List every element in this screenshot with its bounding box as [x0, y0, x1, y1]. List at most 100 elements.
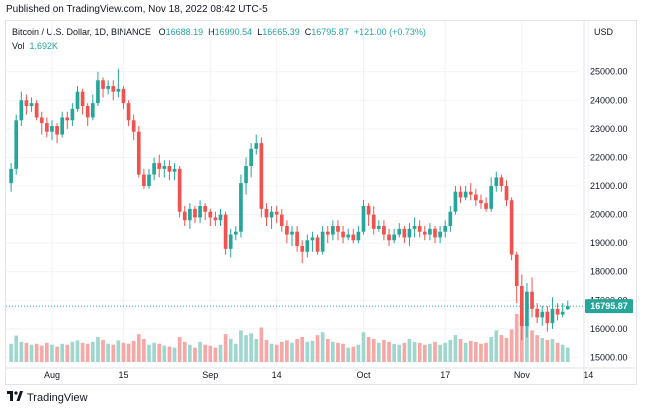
volume-bar	[193, 347, 197, 362]
candle-body	[152, 163, 156, 175]
volume-bar	[96, 337, 100, 362]
candle-body	[162, 166, 167, 169]
candle-body	[474, 194, 478, 201]
candle-body	[535, 308, 539, 318]
symbol-legend[interactable]: Bitcoin / U.S. Dollar, 1D, BINANCE O1668…	[12, 27, 426, 37]
candle-body	[188, 208, 192, 221]
volume-bar	[489, 337, 494, 362]
volume-bar	[479, 343, 483, 362]
volume-bar	[448, 339, 453, 362]
candle-body	[80, 91, 85, 106]
volume-bar	[90, 341, 95, 362]
volume-bar	[70, 341, 75, 362]
tradingview-logo-icon	[7, 391, 23, 404]
candle-body	[233, 231, 238, 235]
volume-bar	[142, 338, 146, 362]
candle-body	[489, 186, 494, 209]
volume-bar	[131, 340, 136, 362]
volume-bar	[387, 341, 391, 362]
volume-bar	[19, 341, 24, 362]
candle-body	[121, 88, 126, 104]
volume-bar	[530, 330, 534, 362]
candle-body	[34, 103, 39, 118]
close-label: C	[304, 27, 312, 37]
volume-bar	[279, 341, 284, 362]
volume-bar	[228, 338, 233, 362]
candle-body	[331, 226, 335, 235]
y-tick-label: 24000.00	[590, 95, 628, 105]
candle-body	[519, 286, 524, 326]
x-tick-label: 14	[583, 370, 593, 380]
volume-bar	[305, 341, 310, 362]
candle-body	[285, 226, 289, 235]
candle-body	[45, 123, 49, 132]
volume-bar	[494, 330, 499, 362]
symbol-name[interactable]: Bitcoin / U.S. Dollar, 1D, BINANCE	[12, 27, 152, 37]
volume-bar	[50, 344, 54, 362]
candle-body	[147, 174, 151, 186]
volume-bar	[376, 342, 381, 362]
volume-bar	[147, 344, 151, 362]
volume-bar	[468, 340, 473, 362]
volume-bar	[417, 342, 422, 362]
volume-bar	[433, 341, 437, 362]
volume-bar	[509, 329, 514, 362]
low-value: 16665.39	[262, 27, 300, 37]
volume-bar	[366, 337, 371, 362]
candle-body	[540, 311, 545, 318]
candle-body	[203, 206, 208, 212]
volume-bar	[121, 342, 126, 362]
candle-body	[453, 191, 458, 212]
volume-bar	[453, 335, 458, 362]
y-tick-label: 22000.00	[590, 152, 628, 162]
brand-name: TradingView	[27, 391, 88, 404]
volume-label: Vol	[12, 41, 25, 51]
y-tick-label: 19000.00	[590, 238, 628, 248]
volume-bar	[75, 340, 80, 362]
candle-body	[402, 228, 407, 238]
volume-legend[interactable]: Vol 1.692K	[12, 41, 58, 51]
candle-body	[24, 100, 29, 106]
candle-body	[126, 103, 131, 121]
candle-body	[177, 168, 182, 212]
volume-bar	[188, 344, 192, 362]
candle-body	[361, 206, 366, 232]
candle-body	[101, 80, 105, 89]
candle-body	[75, 91, 80, 109]
high-value: 16990.54	[214, 27, 253, 37]
volume-bar	[525, 322, 529, 362]
candle-body	[397, 228, 402, 235]
volume-bar	[336, 342, 340, 362]
x-tick-label: Aug	[44, 370, 60, 380]
candle-body	[264, 208, 269, 218]
volume-bar	[499, 335, 504, 362]
currency-label[interactable]: USD	[594, 27, 614, 37]
volume-bar	[331, 341, 335, 362]
candle-body	[55, 126, 59, 135]
low-label: L	[257, 27, 263, 37]
volume-bar	[203, 344, 208, 362]
volume-bar	[565, 347, 570, 362]
candle-body	[142, 174, 146, 186]
change-value: +121.00 (+0.73%)	[353, 27, 426, 37]
candle-body	[50, 126, 54, 132]
candle-body	[392, 234, 396, 241]
chart-frame[interactable]	[5, 20, 637, 385]
candle-body	[223, 214, 228, 249]
volume-bar	[157, 343, 162, 362]
volume-bar	[315, 335, 320, 362]
candle-body	[484, 203, 488, 209]
candle-body	[218, 214, 223, 221]
candle-body	[336, 226, 340, 232]
candle-body	[509, 200, 514, 255]
candle-body	[417, 226, 422, 232]
candle-body	[65, 117, 70, 121]
volume-bar	[484, 342, 488, 362]
candle-body	[433, 228, 437, 238]
candle-body	[14, 120, 19, 169]
last-price-label: 16795.87	[590, 301, 628, 311]
y-tick-label: 18000.00	[590, 267, 628, 277]
volume-bar	[560, 344, 565, 362]
volume-bar	[126, 343, 131, 362]
